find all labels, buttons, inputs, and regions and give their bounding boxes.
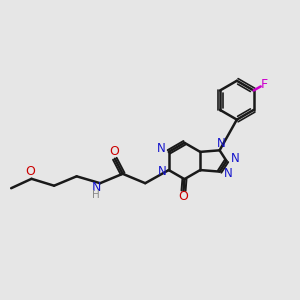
- Text: O: O: [178, 190, 188, 203]
- Text: N: N: [224, 167, 233, 180]
- Text: O: O: [25, 165, 35, 178]
- Text: N: N: [217, 137, 226, 150]
- Text: N: N: [231, 152, 240, 165]
- Text: N: N: [92, 181, 101, 194]
- Text: N: N: [157, 142, 165, 154]
- Text: N: N: [158, 165, 166, 178]
- Text: H: H: [92, 190, 100, 200]
- Text: O: O: [109, 146, 119, 158]
- Text: F: F: [261, 78, 268, 91]
